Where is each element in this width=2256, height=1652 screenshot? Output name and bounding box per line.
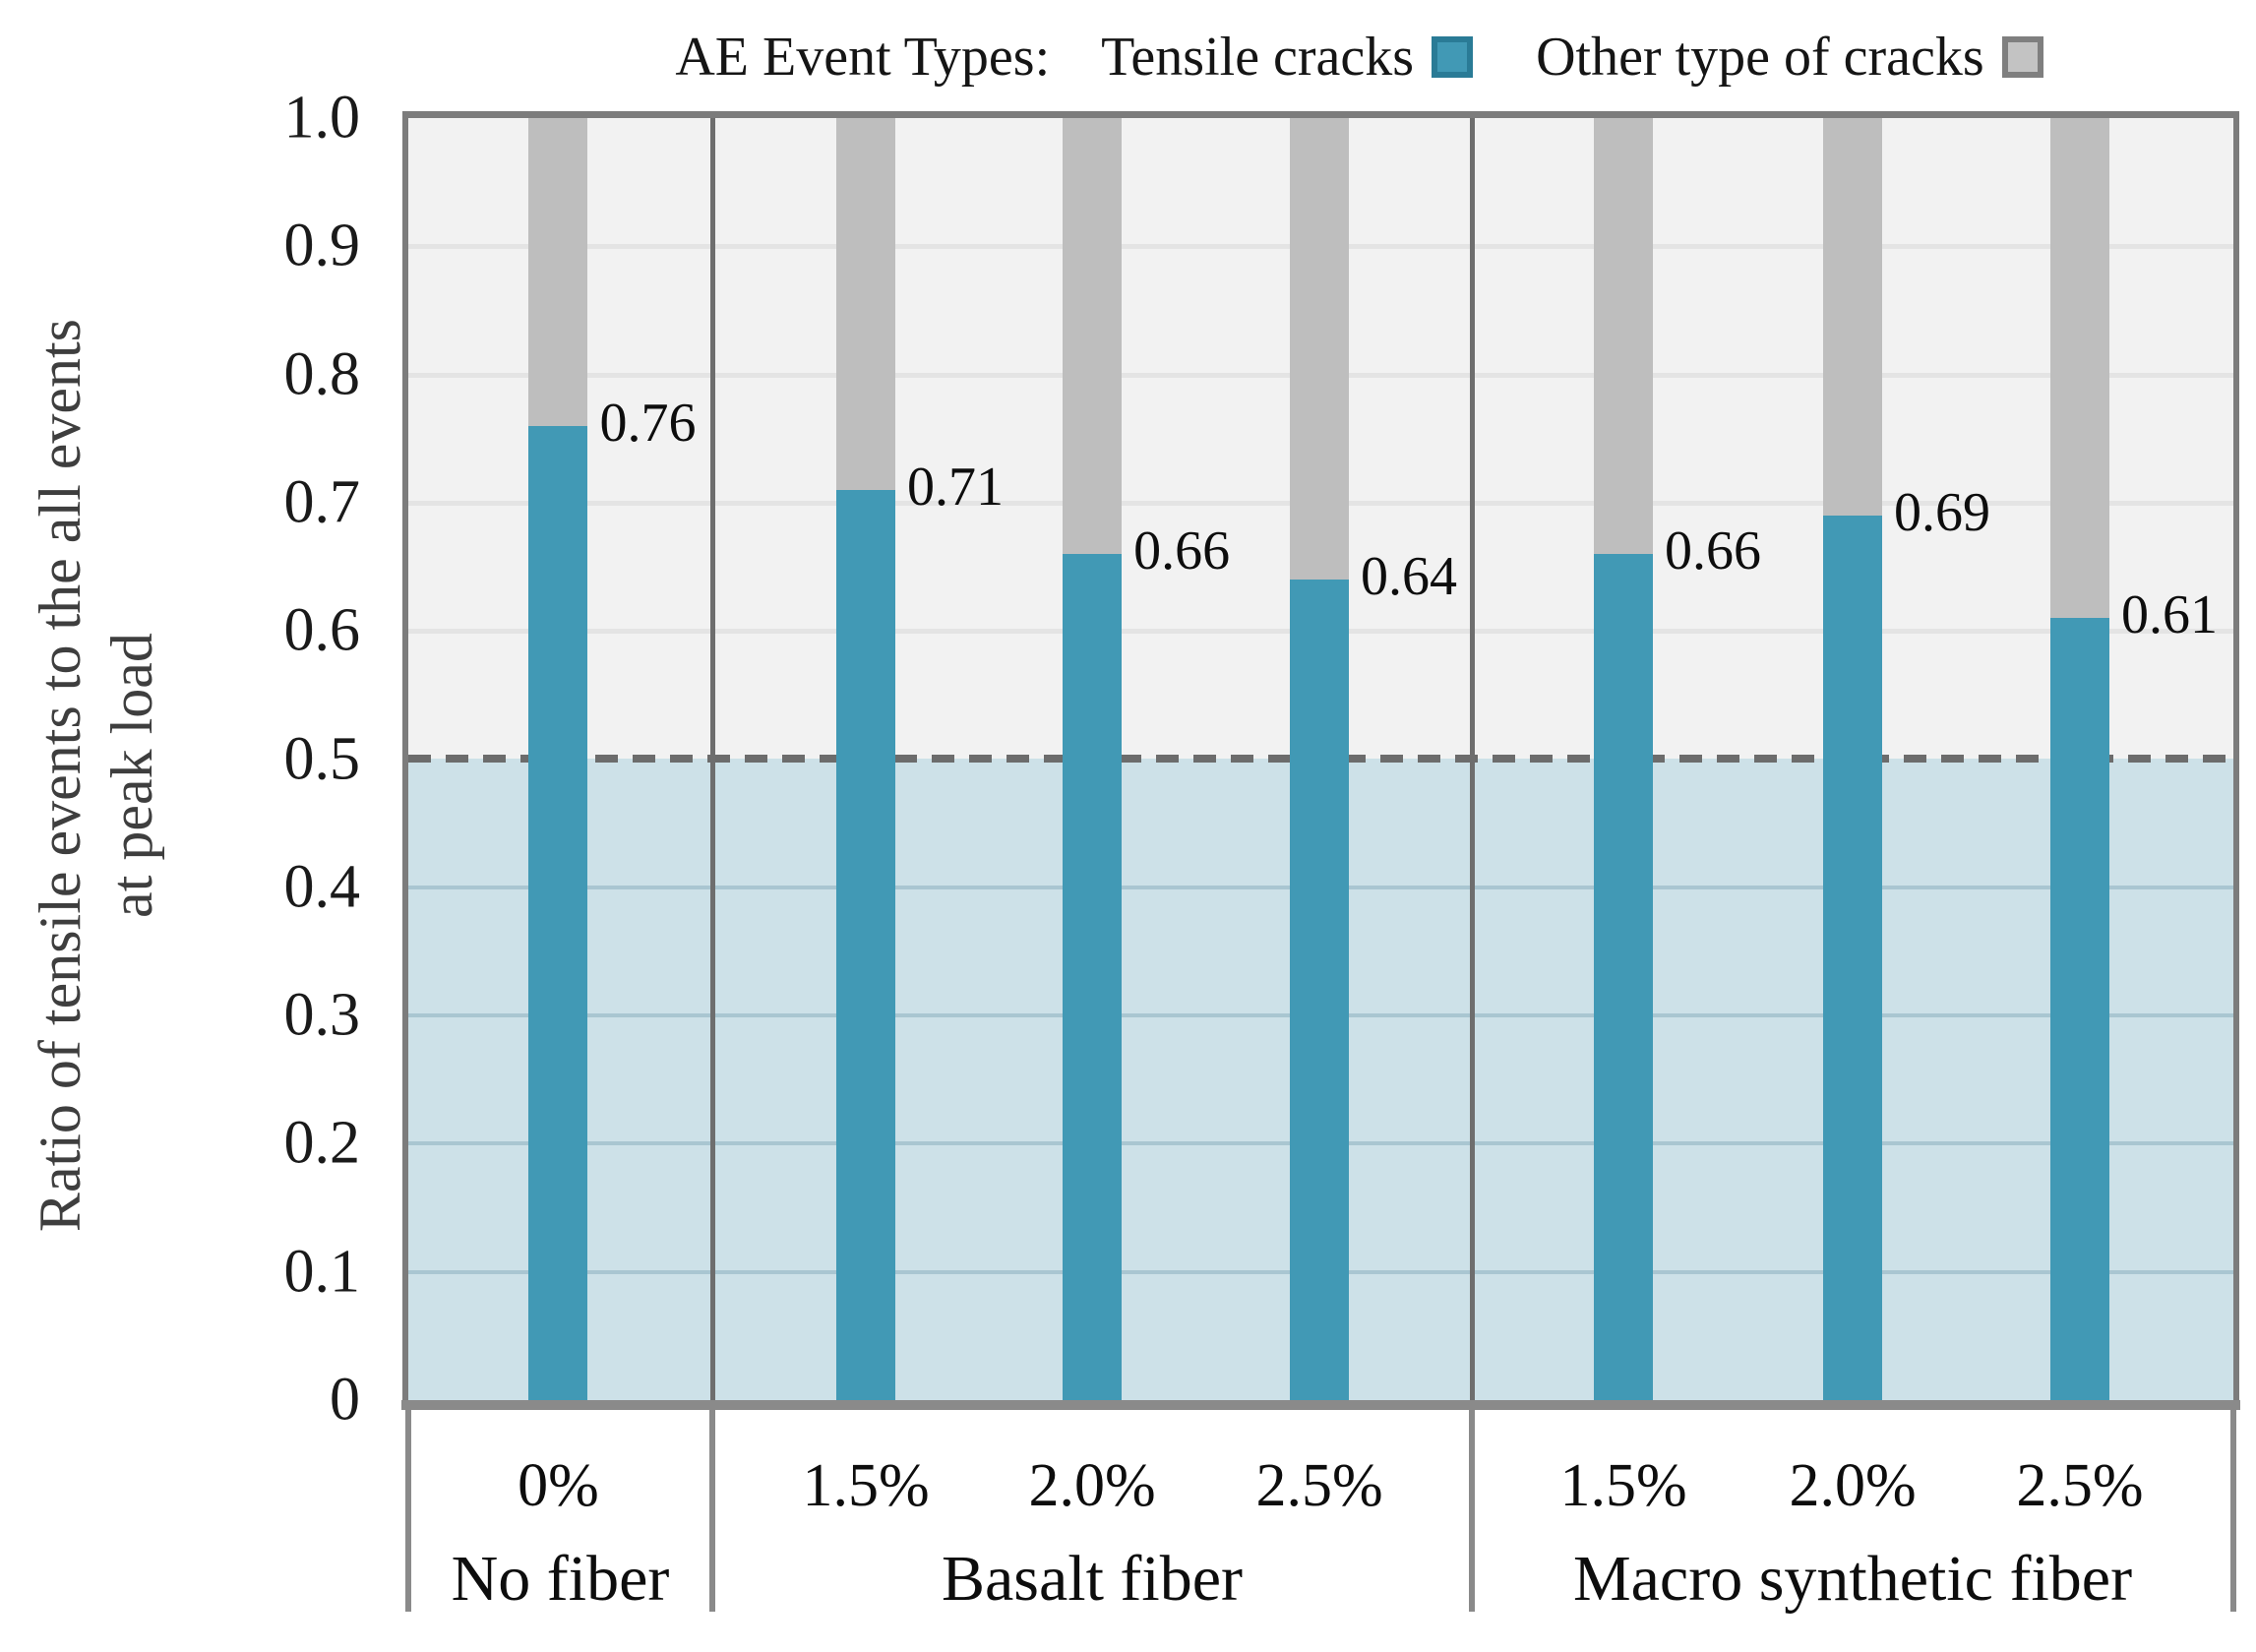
y-tick-label: 0.6: [283, 596, 361, 664]
legend-label-tensile: Tensile cracks: [1101, 27, 1415, 88]
x-group-label: Macro synthetic fiber: [1572, 1543, 2133, 1615]
y-tick-label: 0.4: [283, 853, 361, 921]
bar-segment-other-cracks: [2049, 118, 2109, 619]
legend-item-tensile: Tensile cracks: [1101, 26, 1474, 89]
y-tick-label: 0.9: [283, 212, 361, 279]
other-cracks-swatch: [2001, 36, 2043, 78]
y-tick-label: 0: [330, 1366, 360, 1434]
plot-area: 0.76 0.71 0.66 0.64 0.66 0.69 0.61: [402, 111, 2239, 1400]
bar-segment-other-cracks: [1823, 118, 1883, 516]
x-axis-boundary-line: [709, 1410, 715, 1612]
tensile-cracks-swatch: [1432, 36, 1474, 78]
x-tick-label: 2.0%: [1789, 1452, 1917, 1519]
y-tick-label: 0.3: [283, 981, 361, 1049]
x-axis-line: [401, 1400, 2240, 1410]
x-tick-label: 2.0%: [1028, 1452, 1156, 1519]
x-group-label: Basalt fiber: [941, 1543, 1244, 1615]
bar-stack: [2049, 118, 2109, 1400]
bar-stack: [836, 118, 896, 1400]
bar-segment-tensile-cracks: [2049, 618, 2109, 1400]
bar-segment-other-cracks: [836, 118, 896, 490]
bar-segment-other-cracks: [528, 118, 588, 426]
x-axis-boundary-line: [405, 1410, 411, 1612]
bar-stack: [1063, 118, 1123, 1400]
x-tick-label: 2.5%: [2016, 1452, 2144, 1519]
bar-segment-tensile-cracks: [1594, 554, 1654, 1400]
bar-stack: [1823, 118, 1883, 1400]
x-group-label: No fiber: [451, 1543, 670, 1615]
x-axis-labels: 0% No fiber 1.5% 2.0% 2.5% Basalt fiber 1.5% 2.…: [405, 1410, 2236, 1615]
bar-value-label: 0.64: [1361, 545, 1458, 607]
legend-item-other: Other type of cracks: [1536, 26, 2043, 89]
bar-value-label: 0.69: [1894, 481, 1991, 543]
bar-segment-other-cracks: [1594, 118, 1654, 555]
bar-segment-tensile-cracks: [1290, 580, 1350, 1400]
x-tick-label: 2.5%: [1255, 1452, 1383, 1519]
bar-value-label: 0.61: [2120, 583, 2218, 645]
legend: AE Event Types: Tensile cracks Other typ…: [0, 16, 2256, 98]
bar-stack: [1594, 118, 1654, 1400]
bar-segment-tensile-cracks: [528, 425, 588, 1400]
x-axis-boundary-line: [1469, 1410, 1475, 1612]
y-tick-label: 0.2: [283, 1109, 361, 1177]
bar-value-label: 0.76: [599, 392, 697, 454]
bar-segment-tensile-cracks: [1063, 554, 1123, 1400]
bar-stack: [528, 118, 588, 1400]
bar-segment-other-cracks: [1290, 118, 1350, 581]
bar-stack: [1290, 118, 1350, 1400]
y-tick-label: 1.0: [283, 84, 361, 152]
legend-title: AE Event Types:: [675, 27, 1051, 88]
panel-separator: [1469, 118, 1475, 1400]
x-tick-label: 1.5%: [802, 1452, 930, 1519]
y-tick-label: 0.7: [283, 468, 361, 536]
bar-segment-other-cracks: [1063, 118, 1123, 555]
x-axis-boundary-line: [2230, 1410, 2236, 1612]
x-tick-label: 0%: [518, 1452, 599, 1519]
bar-value-label: 0.71: [907, 456, 1005, 518]
y-tick-label: 0.8: [283, 340, 361, 408]
bar-value-label: 0.66: [1133, 520, 1231, 581]
x-tick-label: 1.5%: [1559, 1452, 1687, 1519]
bar-value-label: 0.66: [1665, 520, 1762, 581]
legend-label-other: Other type of cracks: [1536, 27, 1984, 88]
bar-segment-tensile-cracks: [1823, 515, 1883, 1400]
y-tick-label: 0.5: [283, 725, 361, 792]
panel-separator: [709, 118, 715, 1400]
y-axis-ticks: 1.0 0.9 0.8 0.7 0.6 0.5 0.4 0.3 0.2 0.1 0: [0, 85, 386, 1434]
y-tick-label: 0.1: [283, 1238, 361, 1306]
bar-segment-tensile-cracks: [836, 489, 896, 1400]
